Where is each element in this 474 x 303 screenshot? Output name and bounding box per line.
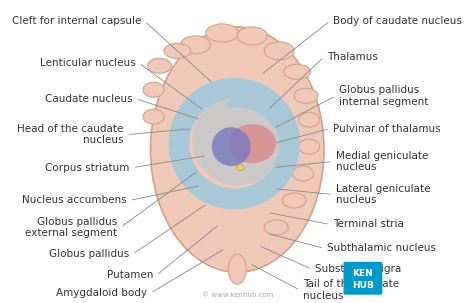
Text: Terminal stria: Terminal stria bbox=[333, 219, 404, 229]
Ellipse shape bbox=[299, 139, 319, 154]
Text: Tail of the caudate
nucleus: Tail of the caudate nucleus bbox=[303, 279, 399, 301]
Text: KEN: KEN bbox=[353, 269, 374, 278]
Text: Amygdaloid body: Amygdaloid body bbox=[56, 288, 147, 298]
Ellipse shape bbox=[283, 64, 310, 79]
Text: Pulvinar of thalamus: Pulvinar of thalamus bbox=[333, 124, 441, 134]
Ellipse shape bbox=[237, 165, 244, 171]
FancyBboxPatch shape bbox=[344, 262, 383, 295]
Text: Globus pallidus
external segment: Globus pallidus external segment bbox=[26, 217, 118, 238]
Ellipse shape bbox=[292, 166, 313, 181]
Text: Globus pallidus
internal segment: Globus pallidus internal segment bbox=[339, 85, 428, 107]
Ellipse shape bbox=[147, 58, 172, 73]
Text: Lateral geniculate
nucleus: Lateral geniculate nucleus bbox=[336, 184, 430, 205]
Ellipse shape bbox=[228, 254, 246, 284]
Ellipse shape bbox=[282, 193, 306, 208]
Text: HUB: HUB bbox=[352, 281, 374, 290]
Text: Head of the caudate
nucleus: Head of the caudate nucleus bbox=[17, 124, 124, 145]
Ellipse shape bbox=[164, 43, 191, 58]
Text: Globus pallidus: Globus pallidus bbox=[49, 249, 129, 259]
Text: Substantia nigra: Substantia nigra bbox=[315, 264, 401, 274]
Ellipse shape bbox=[192, 96, 282, 185]
Text: Body of caudate nucleus: Body of caudate nucleus bbox=[333, 16, 462, 26]
Text: Lenticular nucleus: Lenticular nucleus bbox=[40, 58, 136, 68]
Ellipse shape bbox=[143, 109, 164, 124]
Ellipse shape bbox=[206, 24, 239, 42]
Text: © www.kenhub.com: © www.kenhub.com bbox=[201, 292, 273, 298]
Ellipse shape bbox=[264, 42, 294, 60]
Ellipse shape bbox=[150, 27, 324, 272]
Text: Thalamus: Thalamus bbox=[327, 52, 378, 62]
Text: Corpus striatum: Corpus striatum bbox=[45, 162, 129, 172]
Text: Medial geniculate
nucleus: Medial geniculate nucleus bbox=[336, 151, 428, 172]
Ellipse shape bbox=[228, 124, 276, 163]
Ellipse shape bbox=[143, 82, 164, 97]
Ellipse shape bbox=[294, 88, 318, 103]
Ellipse shape bbox=[237, 27, 267, 45]
Text: Caudate nucleus: Caudate nucleus bbox=[45, 94, 133, 104]
Text: Putamen: Putamen bbox=[107, 270, 154, 280]
Text: Subthalamic nucleus: Subthalamic nucleus bbox=[327, 243, 436, 253]
Ellipse shape bbox=[299, 112, 319, 127]
Text: Nucleus accumbens: Nucleus accumbens bbox=[22, 195, 127, 205]
Ellipse shape bbox=[181, 36, 210, 54]
Text: Cleft for internal capsule: Cleft for internal capsule bbox=[12, 16, 142, 26]
Ellipse shape bbox=[264, 220, 288, 235]
Ellipse shape bbox=[212, 127, 251, 166]
